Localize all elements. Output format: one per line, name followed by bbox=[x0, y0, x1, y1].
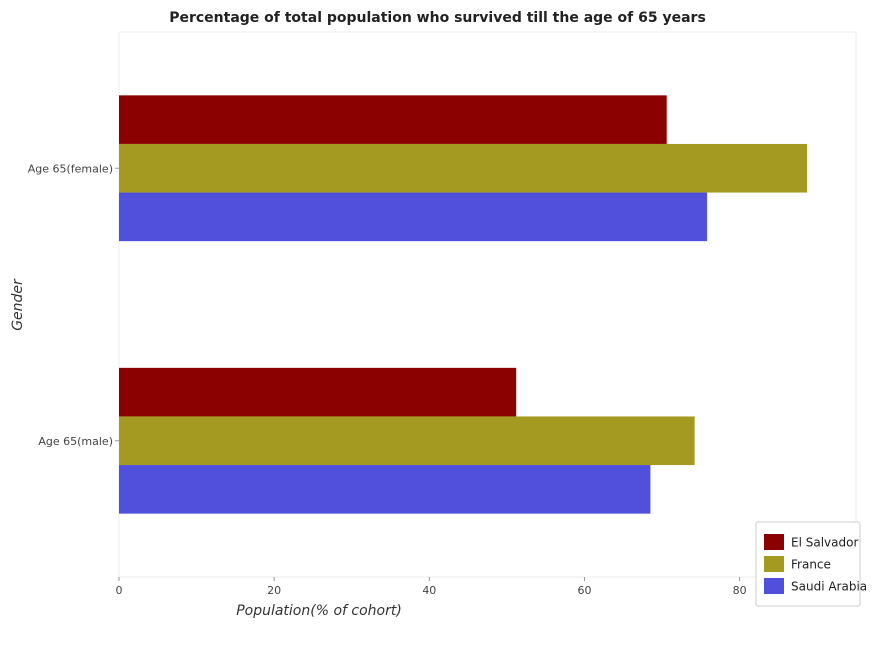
bar-el-salvador-1 bbox=[119, 367, 517, 417]
x-tick-label: 0 bbox=[116, 584, 123, 597]
x-tick-label: 80 bbox=[733, 584, 747, 597]
legend-label: France bbox=[791, 558, 831, 572]
y-tick-label: Age 65(male) bbox=[38, 435, 113, 448]
legend-label: El Salvador bbox=[791, 536, 858, 550]
legend-swatch bbox=[764, 556, 784, 572]
legend-swatch bbox=[764, 534, 784, 550]
axes-group: Age 65(female) Age 65(male) 0 20 40 60 80 bbox=[28, 162, 747, 597]
y-axis-title: Gender bbox=[10, 278, 26, 331]
x-tick-label: 20 bbox=[267, 584, 281, 597]
y-tick-label: Age 65(female) bbox=[28, 162, 113, 175]
x-tick-label: 60 bbox=[577, 584, 591, 597]
chart-title: Percentage of total population who survi… bbox=[169, 10, 706, 26]
x-tick-label: 40 bbox=[422, 584, 436, 597]
bar-france-1 bbox=[119, 416, 695, 466]
bar-el-salvador-0 bbox=[119, 95, 667, 144]
legend-label: Saudi Arabia bbox=[791, 580, 867, 594]
bar-saudi-arabia-0 bbox=[119, 192, 708, 242]
bar-saudi-arabia-1 bbox=[119, 465, 651, 514]
bar-france-0 bbox=[119, 143, 808, 193]
x-axis-title: Population(% of cohort) bbox=[236, 603, 402, 619]
legend: El Salvador France Saudi Arabia bbox=[755, 521, 867, 607]
bars-group bbox=[119, 95, 808, 514]
legend-swatch bbox=[764, 578, 784, 594]
